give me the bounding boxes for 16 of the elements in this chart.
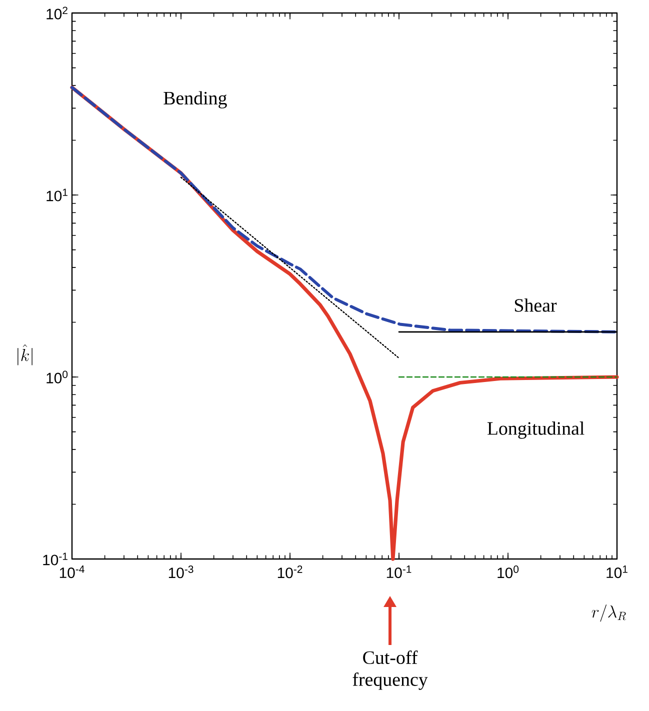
text: Cut-off frequency bbox=[352, 650, 428, 690]
x-axis-title: $r/\lambda_R$ bbox=[592, 604, 626, 622]
x-tick-label: 10$^{-4}$ bbox=[60, 566, 84, 578]
annotation: Shear bbox=[514, 298, 557, 312]
x-tick-label: 10$^{0}$ bbox=[498, 566, 519, 578]
x-tick-label: 10$^{-3}$ bbox=[168, 566, 194, 578]
annotation: Bending bbox=[164, 91, 227, 108]
x-tick-label: 10$^{-2}$ bbox=[278, 566, 302, 578]
y-axis-title: $|\hat{k}|$ bbox=[18, 344, 32, 366]
y-tick-label: 10$^{0}$ bbox=[46, 370, 68, 384]
y-tick-label: 10$^{2}$ bbox=[46, 6, 68, 20]
y-tick-label: 10$^{-1}$ bbox=[43, 552, 68, 566]
x-tick-label: 10$^{1}$ bbox=[606, 566, 628, 578]
annotation: Longitudinal bbox=[487, 422, 584, 439]
x-tick-label: 10$^{-1}$ bbox=[386, 566, 412, 578]
y-tick-label: 10$^{1}$ bbox=[46, 188, 68, 202]
